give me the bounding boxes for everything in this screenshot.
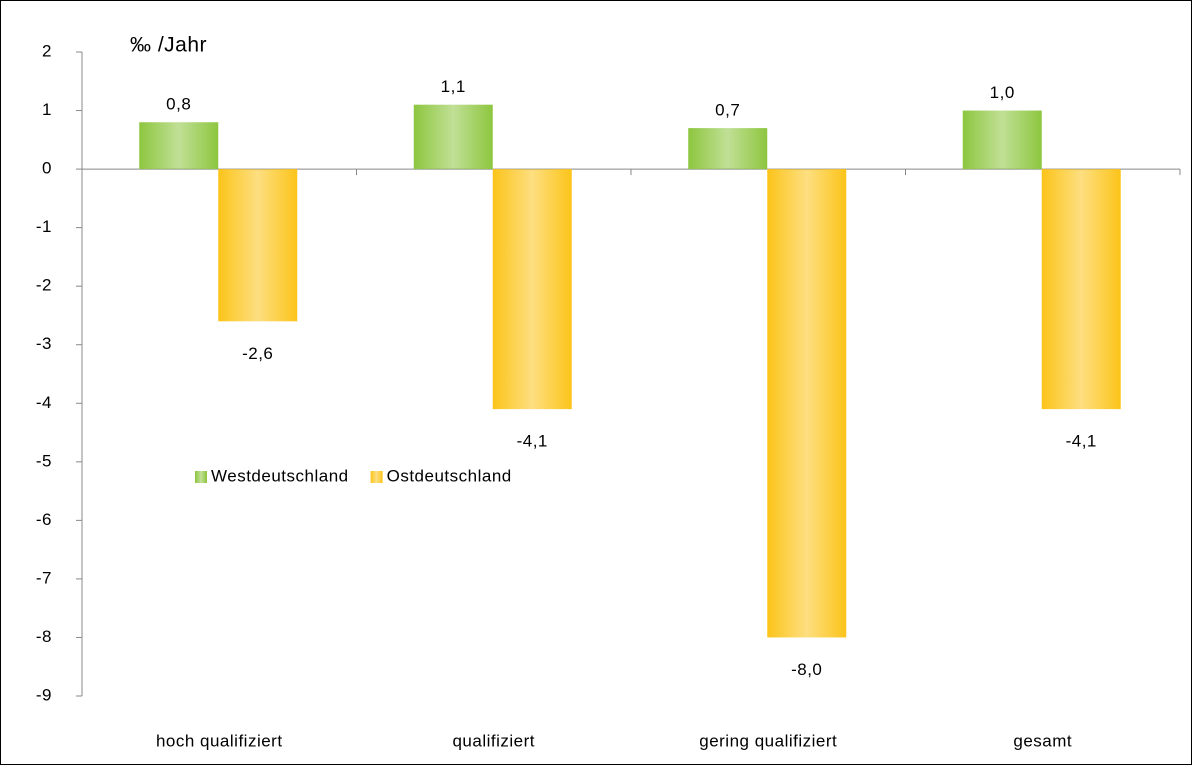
y-tick-label: -1	[36, 217, 52, 236]
value-label: 0,7	[715, 101, 740, 120]
bar	[413, 104, 493, 170]
y-tick-label: -7	[36, 568, 52, 587]
legend-label: Westdeutschland	[211, 466, 349, 485]
bar	[218, 169, 298, 322]
y-tick-label: -2	[36, 276, 52, 295]
y-axis-label: ‰ /Jahr	[130, 34, 207, 57]
y-tick-label: -9	[36, 685, 52, 704]
bar	[492, 169, 572, 410]
y-tick-label: -3	[36, 334, 52, 353]
value-label: 0,8	[166, 95, 191, 114]
bar	[1041, 169, 1121, 410]
legend-swatch	[195, 471, 207, 483]
value-label: 1,0	[990, 83, 1015, 102]
value-label: -4,1	[517, 432, 548, 451]
y-tick-label: 2	[42, 41, 52, 60]
bar	[767, 169, 847, 638]
y-tick-label: -4	[36, 393, 52, 412]
value-label: -4,1	[1066, 432, 1097, 451]
bar	[962, 110, 1042, 170]
value-label: -8,0	[791, 660, 822, 679]
y-tick-label: -6	[36, 510, 52, 529]
legend-swatch	[370, 471, 383, 483]
y-tick-label: -5	[36, 451, 52, 470]
x-tick-label: hoch qualifiziert	[156, 731, 283, 750]
y-tick-label: 0	[42, 159, 52, 178]
x-tick-label: gesamt	[1013, 731, 1072, 750]
y-tick-label: -8	[36, 627, 52, 646]
y-tick-label: 1	[42, 100, 52, 119]
x-tick-label: gering qualifiziert	[699, 731, 837, 750]
value-label: 1,1	[441, 77, 466, 96]
value-label: -2,6	[242, 344, 273, 363]
x-tick-label: qualifiziert	[452, 731, 535, 750]
bar	[688, 128, 768, 170]
legend-label: Ostdeutschland	[387, 466, 512, 485]
bar	[139, 122, 219, 170]
